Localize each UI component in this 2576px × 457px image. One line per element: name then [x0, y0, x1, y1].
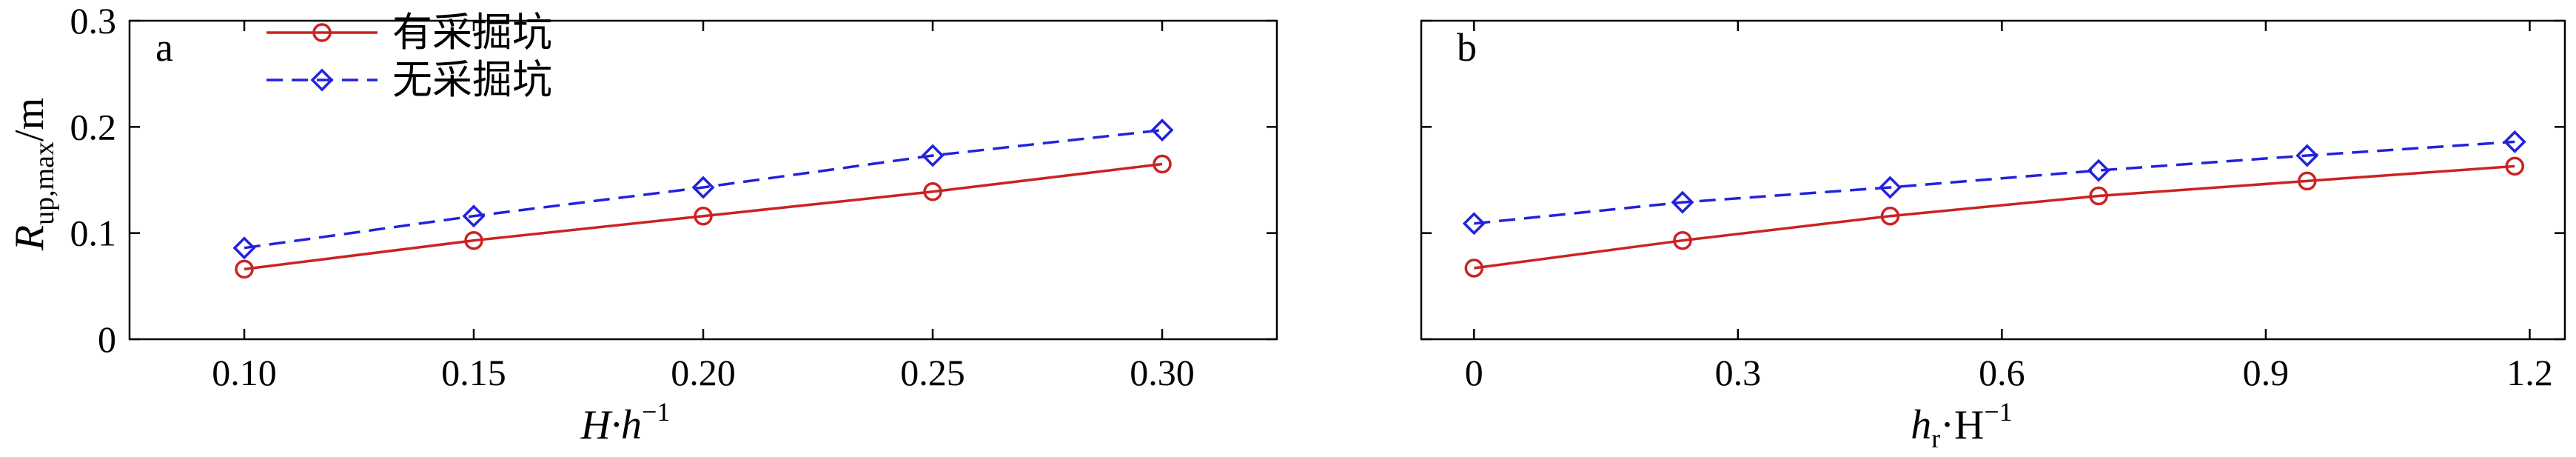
series-group-a — [232, 119, 1174, 279]
x-tick-label: 0.15 — [441, 352, 506, 393]
legend: 有采掘坑 无采掘坑 — [266, 9, 552, 103]
y-axis-label-a: Rup,max/m — [7, 98, 60, 251]
data-point-circle — [1153, 154, 1172, 174]
x-axis-label-sup: −1 — [1984, 397, 2012, 427]
series-line-2 — [1474, 140, 2515, 225]
x-tick-label: 0.3 — [1715, 352, 1762, 393]
x-axis-label-main: h — [1911, 402, 1931, 448]
data-point-diamond — [462, 204, 486, 228]
panel-label-b: b — [1457, 25, 1477, 70]
y-tick-label: 0 — [98, 318, 116, 360]
data-point-diamond — [1878, 176, 1902, 199]
x-axis-label-b: hr·H−1 — [1911, 397, 2012, 453]
y-tick-label: 0.2 — [70, 106, 117, 147]
x-tick-label: 0.10 — [212, 352, 277, 393]
legend-item-series-1: 有采掘坑 — [266, 9, 552, 56]
y-axis-label-tail: /m — [7, 98, 53, 141]
x-tick-label: 0.20 — [671, 352, 736, 393]
x-axis-label-sub: r — [1931, 424, 1940, 453]
series-line-2 — [244, 128, 1163, 250]
x-tick-label: 0.25 — [900, 352, 965, 393]
y-tick-label: 0.1 — [70, 213, 117, 254]
y-axis-label-main: R — [7, 225, 53, 251]
data-point-circle — [2505, 156, 2525, 176]
series-group-b — [1462, 130, 2526, 278]
legend-label-series-2: 无采掘坑 — [392, 56, 552, 103]
axis-ticks-a: 0.10 0.15 0.20 0.25 0.30 0 0.1 0.2 0.3 — [70, 0, 1277, 393]
series-line-1 — [1474, 164, 2515, 270]
data-point-diamond — [232, 236, 256, 260]
data-point-diamond — [691, 176, 715, 199]
y-tick-label: 0.3 — [70, 0, 117, 41]
data-point-diamond — [2087, 159, 2110, 182]
x-axis-label-sup: −1 — [642, 397, 670, 427]
x-tick-label: 1.2 — [2506, 352, 2553, 393]
legend-marker-diamond — [310, 68, 334, 92]
data-point-circle — [235, 259, 254, 279]
chart-panel-a: 0.10 0.15 0.20 0.25 0.30 0 0.1 0.2 0.3 a 有采掘坑 无采… — [7, 0, 1278, 448]
x-axis-label-a: H·h−1 — [580, 397, 671, 448]
data-point-circle — [2298, 171, 2317, 191]
plot-frame-a — [128, 19, 1278, 341]
data-point-diamond — [2295, 144, 2319, 167]
plot-frame-b — [1420, 19, 2566, 341]
data-point-circle — [1880, 206, 1900, 226]
data-point-circle — [923, 182, 942, 201]
data-point-circle — [694, 206, 713, 226]
data-point-diamond — [1671, 190, 1694, 214]
data-point-circle — [1673, 230, 1692, 250]
data-point-diamond — [1150, 119, 1174, 142]
x-tick-label: 0.6 — [1979, 352, 2025, 393]
x-tick-label: 0.30 — [1130, 352, 1195, 393]
legend-item-series-2: 无采掘坑 — [266, 56, 552, 103]
x-axis-label-mid: ·H — [1940, 402, 1984, 448]
data-point-circle — [464, 230, 483, 250]
x-tick-label: 0 — [1465, 352, 1483, 393]
axis-ticks-b: 0 0.3 0.6 0.9 1.2 — [1421, 19, 2565, 393]
data-point-diamond — [2503, 130, 2526, 153]
data-point-circle — [2089, 186, 2108, 206]
data-point-circle — [1464, 258, 1484, 278]
data-point-diamond — [1462, 212, 1486, 236]
data-point-diamond — [921, 144, 945, 167]
x-axis-label-main: H·h — [580, 402, 642, 448]
x-tick-label: 0.9 — [2243, 352, 2290, 393]
y-axis-label-sub: up,max — [29, 141, 60, 225]
legend-label-series-1: 有采掘坑 — [392, 9, 552, 56]
chart-panel-b: 0 0.3 0.6 0.9 1.2 b hr·H−1 — [1420, 19, 2566, 453]
panel-label-a: a — [155, 25, 173, 70]
legend-marker-circle — [312, 23, 332, 42]
series-line-1 — [244, 162, 1163, 271]
